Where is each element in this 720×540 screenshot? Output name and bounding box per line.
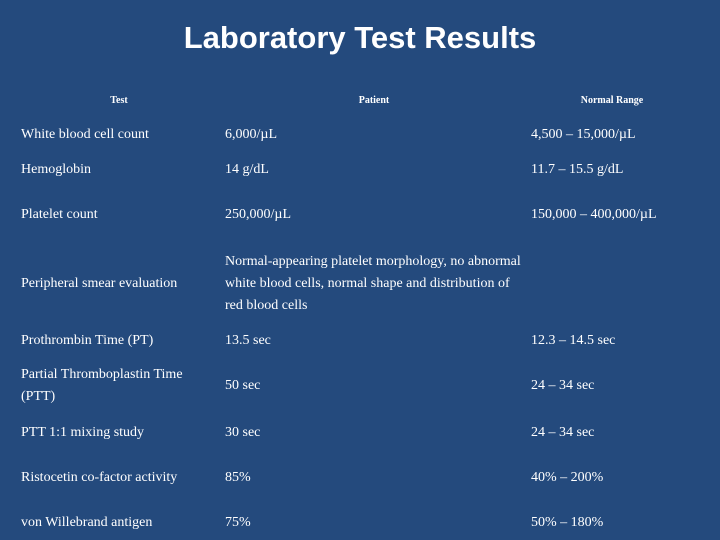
table-cell: 12.3 – 14.5 sec [531,333,616,348]
table-row: White blood cell count 6,000/µL 4,500 – 15… [0,122,720,148]
table-cell: Platelet count [21,207,98,222]
column-header: Patient [358,95,390,106]
table-cell: 4,500 – 15,000/µL [531,127,636,142]
slide-title: Laboratory Test Results [183,20,537,55]
table-row: PTT 1:1 mixing study 30 sec 24 – 34 sec [0,420,720,446]
table-row: Ristocetin co-factor activity 85% 40% – 20… [0,465,720,491]
table-cell: 14 g/dL [225,162,269,177]
table-cell: Partial Thromboplastin Time (PTT) [21,367,183,404]
table-row: Partial Thromboplastin Time (PTT) 50 sec 2… [0,364,720,408]
table-cell: 30 sec [225,425,261,440]
table-row: Platelet count 250,000/µL 150,000 – 400,00… [0,202,720,228]
table-cell: 85% [225,470,251,485]
table-row: Hemoglobin 14 g/dL 11.7 – 15.5 g/dL [0,157,720,183]
table-cell: Prothrombin Time (PT) [21,333,154,348]
column-header: Test [110,95,128,106]
table-row: Peripheral smear evaluation Normal-appear… [0,250,720,318]
table-cell: PTT 1:1 mixing study [21,425,145,440]
table-cell: 24 – 34 sec [531,378,595,393]
table-cell: 6,000/µL [225,127,278,142]
table-cell: White blood cell count [21,127,149,142]
table-cell: 50% – 180% [531,515,604,530]
table-cell: Hemoglobin [21,162,91,177]
table-row: Prothrombin Time (PT) 13.5 sec 12.3 – 14.5… [0,328,720,354]
table-cell: Normal-appearing platelet morphology, no… [225,254,521,313]
table-cell: Ristocetin co-factor activity [21,470,178,485]
table-cell: 11.7 – 15.5 g/dL [531,162,624,177]
table-cell: Peripheral smear evaluation [21,276,178,291]
table-cell: 50 sec [225,378,261,393]
table-cell: von Willebrand antigen [21,515,153,530]
column-header: Normal Range [580,95,644,106]
table-cell: 40% – 200% [531,470,604,485]
table-cell: 250,000/µL [225,207,292,222]
table-row: von Willebrand antigen 75% 50% – 180% [0,510,720,536]
header-row: Test Patient Normal Range [0,90,720,112]
table-cell: 13.5 sec [225,333,271,348]
table-cell: 75% [225,515,251,530]
table-cell: 150,000 – 400,000/µL [531,207,657,222]
table-cell: 24 – 34 sec [531,425,595,440]
